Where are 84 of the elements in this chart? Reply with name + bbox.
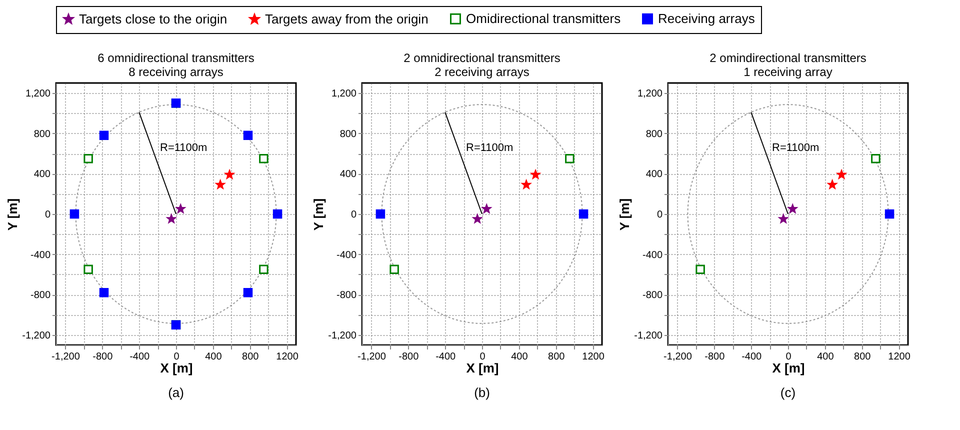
point	[565, 154, 574, 164]
point	[243, 130, 253, 140]
annotation: R=1100m	[772, 142, 820, 154]
x-tick-label: 0	[174, 352, 180, 362]
x-tick-label: -1,200	[664, 352, 692, 362]
y-tick-label: 1,200	[25, 88, 51, 100]
y-axis-title: Y [m]	[311, 198, 326, 231]
y-tick-label: -800	[336, 290, 357, 302]
point	[70, 209, 80, 219]
chart-title: 2 omindirectional transmitters 1 receiving array	[710, 51, 866, 79]
point	[176, 204, 186, 213]
point	[884, 209, 894, 219]
point	[243, 288, 253, 298]
point	[578, 209, 588, 219]
text: (c)	[780, 385, 796, 400]
y-tick-label: 400	[34, 169, 51, 180]
y-tick-label: 800	[340, 128, 357, 140]
y-tick-label: -800	[30, 290, 51, 302]
x-tick-label: 0	[480, 352, 486, 362]
x-tick-label: 800	[854, 352, 872, 362]
x-tick-label: -400	[130, 352, 150, 362]
point	[778, 214, 788, 223]
y-tick-label: 400	[340, 169, 357, 180]
point	[99, 130, 109, 140]
point	[390, 264, 399, 274]
x-tick-label: -800	[398, 352, 420, 362]
text: (a)	[168, 385, 184, 400]
x-axis-title: X [m]	[160, 360, 193, 376]
point	[472, 214, 482, 223]
y-tick-label: 0	[656, 210, 663, 220]
point	[376, 209, 386, 219]
y-tick-label: 1,200	[331, 88, 357, 100]
point	[696, 264, 705, 274]
y-tick-label: -400	[30, 250, 51, 261]
x-tick-label: 800	[242, 352, 260, 362]
point	[99, 288, 109, 298]
legend-label: Targets close to the origin	[79, 11, 228, 26]
x-tick-label: 800	[548, 352, 566, 362]
x-tick-label: -800	[92, 352, 114, 362]
point	[788, 204, 798, 213]
y-axis-title: Y [m]	[5, 198, 20, 231]
x-tick-label: -400	[436, 352, 456, 362]
y-tick-label: -1,200	[328, 330, 357, 342]
x-tick-label: -1,200	[358, 352, 386, 362]
point	[871, 154, 880, 164]
point	[259, 154, 268, 164]
x-tick-label: 1200	[582, 352, 605, 362]
y-tick-label: -1,200	[22, 330, 51, 342]
x-tick-label: -800	[704, 352, 726, 362]
x-tick-label: 1200	[276, 352, 299, 362]
y-tick-label: 0	[350, 210, 357, 220]
chart-title: 6 omnidirectional transmitters 8 receiving arrays	[98, 51, 254, 79]
point	[259, 264, 268, 274]
chart-title: 2 omnidirectional transmitters 2 receiving arrays	[404, 51, 560, 79]
y-tick-label: 800	[34, 128, 51, 140]
y-tick-label: 400	[646, 169, 663, 180]
annotation: R=1100m	[466, 142, 514, 154]
point	[482, 204, 492, 213]
legend-label: Receiving arrays	[658, 10, 756, 26]
annotation: R=1100m	[160, 142, 208, 154]
point	[166, 214, 176, 223]
y-tick-label: -1,200	[634, 330, 663, 342]
point	[84, 264, 93, 274]
x-tick-label: 1200	[888, 352, 911, 362]
x-tick-label: -1,200	[52, 352, 80, 362]
legend-label: Omidirectional transmitters	[466, 10, 622, 26]
point	[84, 154, 93, 164]
x-tick-label: 400	[511, 352, 528, 362]
point	[272, 209, 282, 219]
x-tick-label: 400	[817, 352, 834, 362]
legend-label: Targets away from the origin	[265, 11, 428, 26]
y-tick-label: 1,200	[637, 88, 663, 100]
x-axis-title: X [m]	[466, 360, 499, 376]
y-tick-label: -400	[336, 250, 357, 261]
x-tick-label: -400	[742, 352, 762, 362]
y-tick-label: 800	[646, 128, 663, 140]
y-tick-label: -400	[642, 250, 663, 261]
y-axis-title: Y [m]	[617, 198, 632, 231]
y-tick-label: 0	[44, 210, 51, 220]
x-tick-label: 0	[786, 352, 792, 362]
text: (b)	[474, 385, 490, 400]
x-axis-title: X [m]	[772, 360, 805, 376]
y-tick-label: -800	[642, 290, 663, 302]
x-tick-label: 400	[205, 352, 222, 362]
